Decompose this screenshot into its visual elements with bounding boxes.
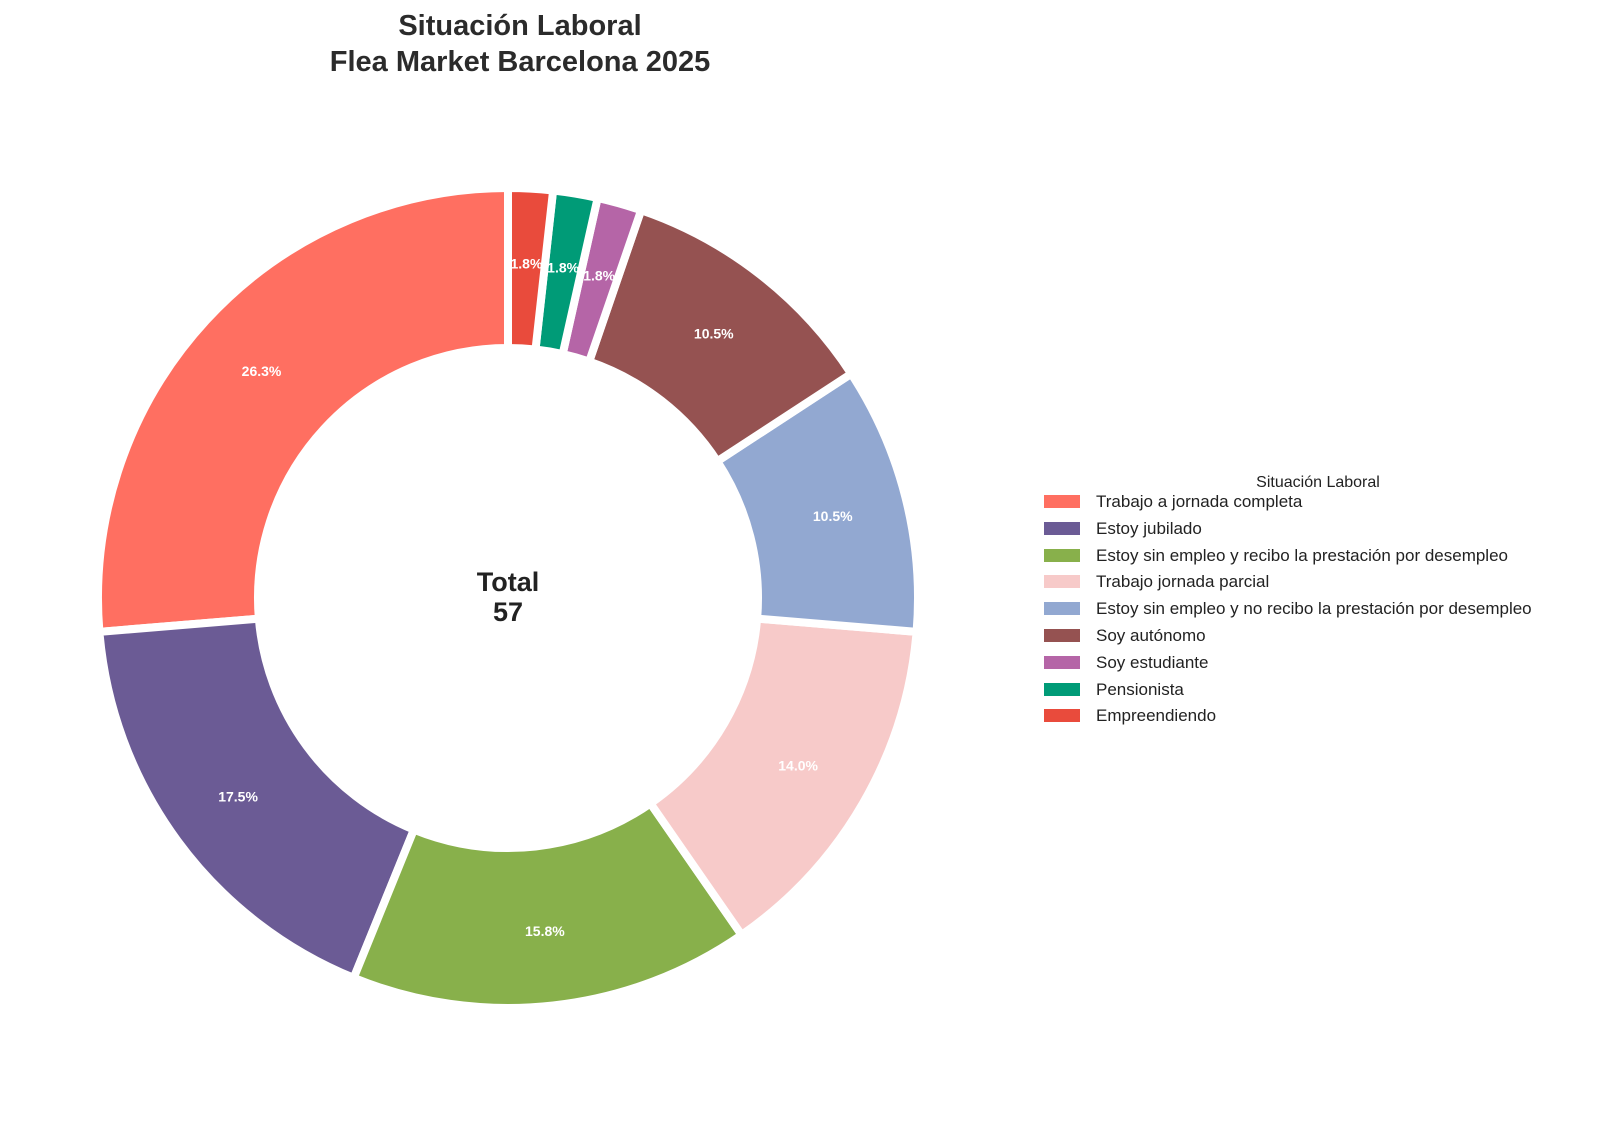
chart-title-line-1: Situación Laboral: [398, 10, 642, 42]
legend-swatch: [1044, 575, 1080, 589]
legend-swatch: [1044, 709, 1080, 723]
center-total-label: Total: [477, 567, 540, 597]
legend-swatch: [1044, 521, 1080, 535]
donut-chart: 26.3%17.5%15.8%14.0%10.5%10.5%1.8%1.8%1.…: [94, 183, 922, 1012]
legend-label: Trabajo a jornada completa: [1096, 492, 1303, 511]
slice-label-pensionista: 1.8%: [547, 260, 579, 276]
slice-trabajo-jornada-parcial: [644, 614, 921, 941]
slice-label-empreendiendo: 1.8%: [510, 256, 542, 272]
chart-title: Situación Laboral Flea Market Barcelona …: [0, 8, 1040, 80]
legend-label: Soy autónomo: [1096, 626, 1206, 645]
slice-trabajo-a-jornada-completa: [94, 183, 512, 637]
legend-label: Estoy sin empleo y recibo la prestación …: [1096, 545, 1508, 565]
slice-label-soy-estudiante: 1.8%: [583, 268, 615, 284]
legend-swatch: [1044, 629, 1080, 642]
slice-empreendiendo: [504, 183, 558, 354]
donut-slice-labels: 26.3%17.5%15.8%14.0%10.5%10.5%1.8%1.8%1.…: [218, 256, 853, 939]
slice-label-estoy-jubilado: 17.5%: [218, 788, 258, 804]
legend-swatch: [1044, 682, 1080, 696]
slice-label-trabajo-jornada-parcial: 14.0%: [778, 758, 818, 774]
legend-label: Soy estudiante: [1096, 652, 1209, 672]
legend-title: Situación Laboral: [1256, 474, 1380, 491]
legend-swatch: [1044, 495, 1080, 508]
legend-label: Estoy jubilado: [1096, 518, 1202, 538]
legend-label: Pensionista: [1096, 679, 1184, 699]
slice-estoy-sin-empleo-y-recibo-la-prestacion-por-desempleo: [348, 797, 748, 1012]
legend-label: Trabajo jornada parcial: [1096, 572, 1270, 592]
legend-label: Empreendiendo: [1096, 706, 1217, 726]
slice-label-estoy-sin-empleo-y-no-recibo-la-prestacion-por-desempleo: 10.5%: [813, 508, 853, 524]
slice-label-estoy-sin-empleo-y-recibo-la-prestacion-por-desempleo: 15.8%: [525, 923, 565, 939]
legend-swatch: [1044, 655, 1080, 669]
slice-estoy-jubilado: [95, 614, 420, 984]
donut-slices: [94, 183, 922, 1012]
legend-label: Estoy sin empleo y no recibo la prestaci…: [1096, 599, 1532, 619]
slice-label-trabajo-a-jornada-completa: 26.3%: [242, 363, 282, 379]
slice-label-soy-autonomo: 10.5%: [694, 326, 734, 342]
legend-swatch: [1044, 602, 1080, 616]
chart-title-line-2: Flea Market Barcelona 2025: [329, 46, 711, 78]
legend-swatch: [1044, 548, 1080, 562]
center-total-value: 57: [493, 597, 523, 627]
